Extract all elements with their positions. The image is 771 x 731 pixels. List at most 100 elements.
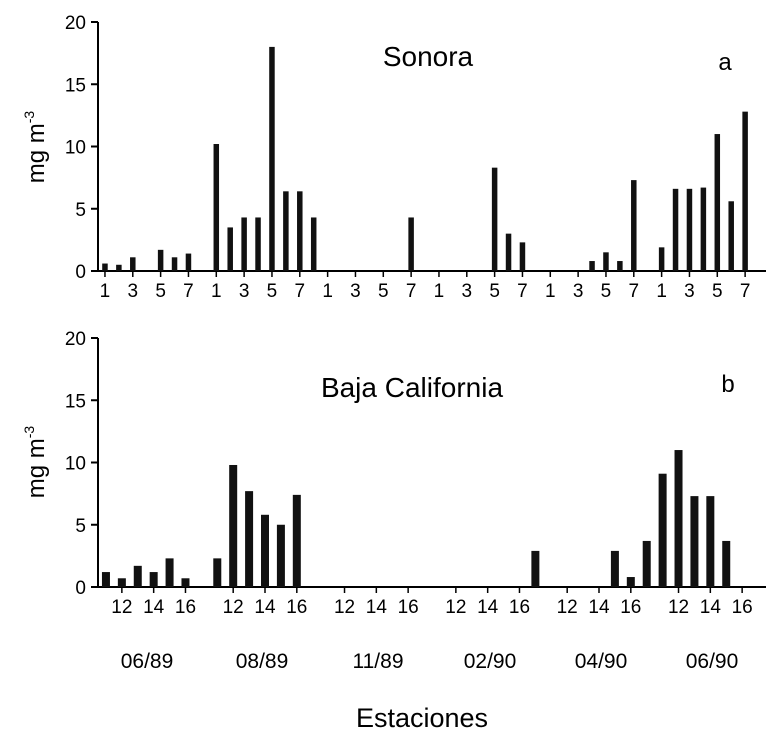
y-tick-label: 15	[65, 75, 86, 96]
x-tick-label: 1	[322, 281, 333, 302]
bar-group2-station16	[292, 494, 301, 587]
x-tick-label: 7	[629, 281, 640, 302]
date-group-label: 04/90	[575, 650, 628, 673]
bar-group2-station7	[297, 191, 303, 271]
x-tick-label: 14	[588, 597, 610, 618]
bar-group5-station5	[603, 252, 609, 271]
y-tick-label: 5	[75, 516, 86, 537]
x-tick-label: 5	[489, 281, 500, 302]
x-tick-label: 16	[286, 597, 307, 618]
x-tick-label: 12	[334, 597, 355, 618]
bar-group1-station16	[181, 578, 190, 587]
x-tick-label: 12	[111, 597, 132, 618]
y-axis-title: mg m-3	[21, 111, 50, 184]
y-tick-label: 15	[65, 391, 86, 412]
x-tick-label: 16	[175, 597, 196, 618]
bar-group6-station2	[672, 188, 679, 271]
bar-group4-station6	[505, 233, 512, 271]
bar-group2-station6	[283, 191, 289, 271]
bar-group6-station14	[706, 496, 715, 587]
bar-group2-station8	[310, 217, 317, 271]
y-axis-title: mg m-3	[21, 426, 50, 499]
bar-group5-station7	[631, 180, 637, 271]
bar-group2-station5	[269, 46, 275, 272]
x-tick-label: 16	[509, 597, 530, 618]
bar-group4-station17	[531, 550, 540, 587]
x-tick-label: 1	[211, 281, 222, 302]
x-tick-label: 5	[601, 281, 612, 302]
bar-group1-station14	[149, 572, 158, 587]
bar-group2-station13	[245, 491, 254, 587]
bar-group1-station1	[102, 263, 108, 271]
panel-letter: a	[718, 49, 732, 76]
bar-group2-station4	[255, 217, 261, 271]
panel-letter: b	[721, 371, 734, 398]
bar-group2-station11	[213, 558, 222, 587]
x-tick-label: 16	[732, 597, 753, 618]
x-tick-label: 14	[143, 597, 165, 618]
x-tick-label: 3	[573, 281, 584, 302]
bar-group6-station3	[686, 188, 693, 271]
x-tick-label: 12	[668, 597, 689, 618]
bar-group3-station7	[408, 217, 414, 271]
sampling-date-labels: 06/89 08/89 11/89 02/90 04/90 06/90	[121, 650, 739, 673]
bar-group1-station5	[157, 249, 164, 271]
y-tick-label: 20	[65, 13, 86, 34]
bar-group2-station15	[276, 524, 285, 587]
x-tick-label: 14	[254, 597, 276, 618]
bar-group6-station1	[658, 247, 665, 271]
bar-group2-station14	[261, 514, 269, 587]
bar-group5-station17	[642, 540, 651, 587]
x-tick-label: 1	[100, 281, 111, 302]
x-tick-label: 3	[684, 281, 695, 302]
bar-group1-station13	[133, 565, 142, 587]
bar-group6-station13	[690, 496, 699, 587]
y-tick-label: 0	[75, 262, 86, 283]
x-tick-label: 7	[517, 281, 528, 302]
x-tick-label: 1	[545, 281, 556, 302]
panel-title: Baja California	[321, 372, 504, 403]
panel-b-baja-california: 0 5 10 15 20 mg m-3 Baja California b 12 14 16 12 14…	[21, 329, 766, 618]
x-tick-label: 12	[223, 597, 244, 618]
panel-title: Sonora	[383, 41, 474, 72]
x-tick-label: 12	[445, 597, 466, 618]
bar-group6-station12	[674, 450, 683, 587]
x-tick-label: 3	[239, 281, 250, 302]
bar-group5-station15	[610, 550, 619, 587]
bar-group4-station7	[519, 242, 526, 271]
bar-group6-station7	[742, 111, 748, 271]
x-tick-label: 3	[462, 281, 473, 302]
bar-group5-station4	[589, 261, 595, 271]
x-tick-label: 14	[477, 597, 499, 618]
bar-group5-station6	[617, 261, 623, 271]
bar-group1-station15	[165, 558, 174, 587]
bar-group2-station3	[241, 217, 247, 271]
x-tick-label: 3	[350, 281, 361, 302]
x-tick-label: 5	[155, 281, 166, 302]
x-tick-label: 16	[620, 597, 641, 618]
bar-group2-station1	[213, 144, 220, 271]
y-tick-label: 20	[65, 329, 86, 350]
y-tick-label: 10	[65, 454, 86, 475]
bar-group2-station2	[227, 227, 233, 271]
bar-group1-station3	[130, 257, 136, 271]
y-tick-label: 5	[75, 200, 86, 221]
x-tick-label: 3	[128, 281, 139, 302]
date-group-label: 06/89	[121, 650, 174, 673]
x-tick-label: 14	[700, 597, 722, 618]
x-tick-label: 5	[712, 281, 723, 302]
y-tick-label: 0	[75, 578, 86, 599]
bar-group1-station6	[171, 257, 178, 271]
x-tick-label: 7	[183, 281, 194, 302]
x-tick-label: 5	[267, 281, 278, 302]
bar-group1-station7	[185, 253, 192, 271]
x-tick-label: 12	[557, 597, 578, 618]
bar-group1-station12	[117, 578, 126, 587]
bar-group5-station16	[626, 577, 635, 587]
x-tick-label: 5	[378, 281, 389, 302]
x-tick-label: 7	[740, 281, 751, 302]
date-group-label: 06/90	[686, 650, 739, 673]
x-axis-title: Estaciones	[356, 703, 488, 731]
